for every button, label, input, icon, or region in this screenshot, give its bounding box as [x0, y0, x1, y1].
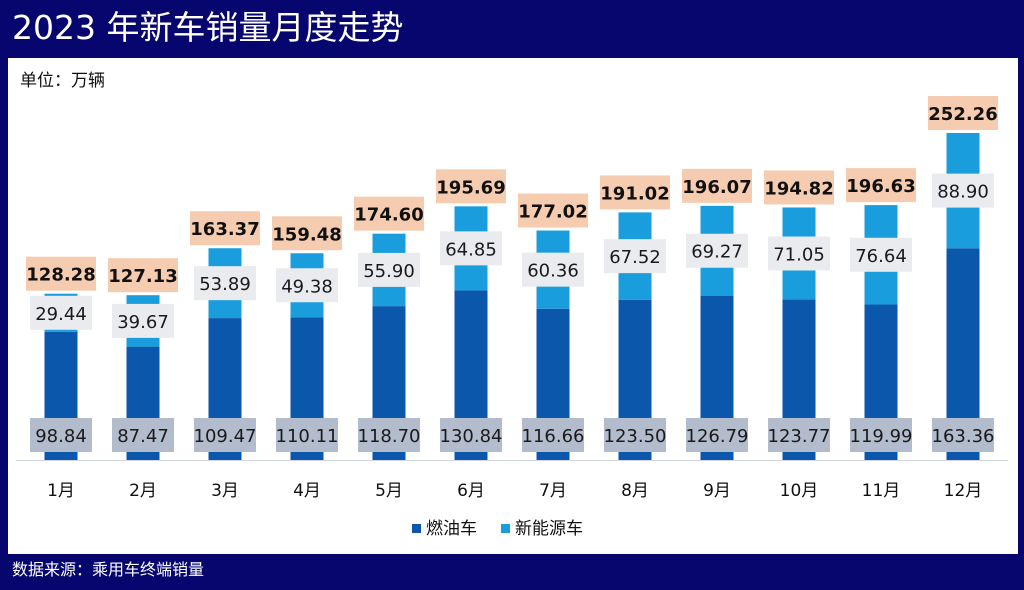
nev-value-label: 71.05: [773, 245, 825, 266]
total-value-label: 174.60: [354, 205, 423, 226]
fuel-value-label: 130.84: [440, 426, 503, 447]
nev-value-label: 39.67: [117, 312, 169, 333]
total-value-box: [600, 175, 670, 210]
fuel-value-label: 123.50: [604, 426, 667, 447]
nev-value-box: [30, 295, 92, 330]
x-tick-label: 8月: [621, 481, 649, 501]
fuel-value-box: [522, 418, 584, 452]
legend-label-fuel: 燃油车: [426, 519, 477, 539]
total-value-label: 195.69: [436, 177, 505, 198]
total-value-label: 252.26: [928, 104, 997, 125]
total-value-box: [272, 216, 342, 251]
x-tick-label: 3月: [211, 481, 239, 501]
total-value-label: 191.02: [600, 183, 669, 204]
total-value-box: [518, 193, 588, 228]
fuel-value-label: 119.99: [850, 426, 913, 447]
chart-title: 2023 年新车销量月度走势: [12, 8, 404, 47]
legend-swatch-nev: [501, 524, 510, 533]
legend-swatch-fuel: [412, 524, 421, 533]
x-tick-label: 10月: [780, 481, 819, 501]
fuel-value-label: 109.47: [194, 426, 257, 447]
fuel-value-box: [112, 418, 174, 452]
total-value-box: [928, 95, 998, 130]
total-value-box: [846, 168, 916, 203]
fuel-value-label: 98.84: [35, 426, 87, 447]
nev-value-label: 67.52: [609, 247, 661, 268]
total-value-box: [354, 196, 424, 231]
nev-value-label: 64.85: [445, 239, 497, 260]
x-tick-label: 1月: [47, 481, 75, 501]
total-value-label: 159.48: [272, 224, 341, 245]
nev-value-box: [850, 237, 912, 272]
fuel-value-box: [358, 418, 420, 452]
fuel-value-label: 87.47: [117, 426, 169, 447]
fuel-value-label: 123.77: [768, 426, 831, 447]
x-tick-label: 5月: [375, 481, 403, 501]
nev-value-box: [768, 236, 830, 271]
nev-value-label: 88.90: [937, 182, 989, 203]
nev-value-label: 55.90: [363, 261, 415, 282]
total-value-box: [682, 168, 752, 203]
fuel-value-box: [932, 418, 994, 452]
nev-value-label: 49.38: [281, 276, 333, 297]
total-value-label: 196.63: [846, 176, 915, 197]
x-tick-label: 11月: [862, 481, 901, 501]
fuel-value-label: 126.79: [686, 426, 749, 447]
nev-value-box: [686, 233, 748, 268]
unit-label: 单位：万辆: [20, 71, 105, 91]
total-value-box: [108, 258, 178, 293]
nev-value-box: [932, 173, 994, 208]
chart-panel: 单位：万辆 98.84 29.44 128.28 1月 87.47 39.67 127.13…: [8, 58, 1018, 554]
x-tick-label: 2月: [129, 481, 157, 501]
x-tick-label: 6月: [457, 481, 485, 501]
total-value-label: 128.28: [26, 265, 95, 286]
nev-value-label: 29.44: [35, 304, 87, 325]
total-value-box: [764, 170, 834, 205]
fuel-value-label: 116.66: [522, 426, 585, 447]
nev-value-label: 76.64: [855, 246, 907, 267]
nev-value-box: [194, 266, 256, 301]
fuel-value-box: [768, 418, 830, 452]
legend-label-nev: 新能源车: [515, 519, 583, 539]
nev-value-box: [440, 231, 502, 266]
fuel-value-label: 110.11: [276, 426, 339, 447]
x-tick-label: 12月: [944, 481, 983, 501]
nev-value-box: [112, 303, 174, 338]
x-tick-label: 4月: [293, 481, 321, 501]
stacked-bar-chart: 98.84 29.44 128.28 1月 87.47 39.67 127.13 2月 109.…: [16, 95, 1008, 539]
data-source: 数据来源：乘用车终端销量: [12, 560, 205, 579]
total-value-box: [436, 169, 506, 204]
nev-value-label: 69.27: [691, 242, 743, 263]
total-value-label: 196.07: [682, 177, 751, 198]
fuel-value-label: 163.36: [932, 426, 995, 447]
total-value-label: 194.82: [764, 178, 833, 199]
nev-value-box: [604, 239, 666, 274]
fuel-value-box: [686, 418, 748, 452]
total-value-box: [26, 256, 96, 291]
fuel-value-box: [440, 418, 502, 452]
total-value-label: 177.02: [518, 202, 587, 223]
total-value-box: [190, 211, 260, 246]
fuel-value-box: [850, 418, 912, 452]
x-tick-label: 7月: [539, 481, 567, 501]
fuel-value-box: [194, 418, 256, 452]
fuel-value-label: 118.70: [358, 426, 421, 447]
total-value-label: 163.37: [190, 219, 259, 240]
fuel-value-box: [30, 418, 92, 452]
nev-value-label: 60.36: [527, 261, 579, 282]
nev-value-box: [522, 252, 584, 287]
total-value-label: 127.13: [108, 266, 177, 287]
fuel-value-box: [604, 418, 666, 452]
fuel-value-box: [276, 418, 338, 452]
x-tick-label: 9月: [703, 481, 731, 501]
nev-value-box: [276, 268, 338, 303]
nev-value-label: 53.89: [199, 274, 251, 295]
nev-value-box: [358, 252, 420, 287]
